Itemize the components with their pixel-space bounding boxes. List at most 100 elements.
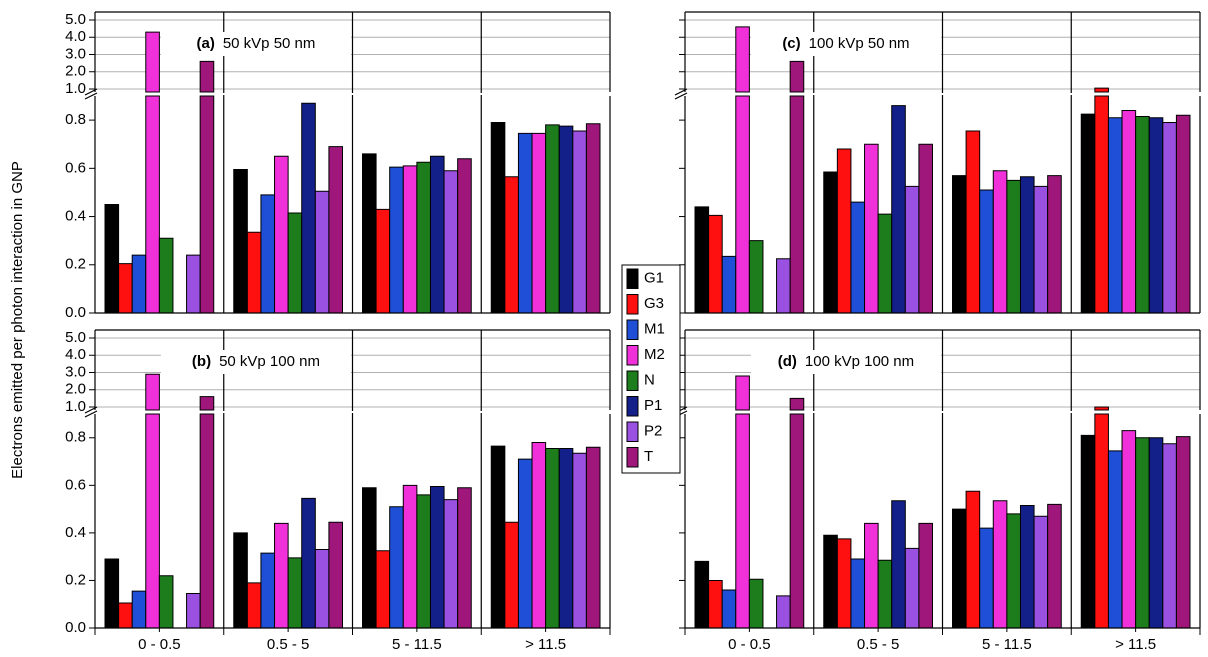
legend-swatch (626, 370, 639, 391)
bar (1080, 434, 1096, 629)
panel-title-text: 50 kVp 50 nm (223, 35, 316, 52)
bar (287, 212, 303, 314)
y-tick-label: 0.0 (65, 619, 86, 636)
bar (517, 132, 533, 314)
bar (1121, 430, 1137, 629)
bar (1006, 513, 1021, 629)
bar (776, 595, 791, 629)
bar (443, 499, 459, 629)
bar (823, 171, 838, 314)
bar (545, 124, 560, 314)
bar (877, 213, 893, 314)
bar (1135, 437, 1150, 629)
bar (287, 557, 303, 629)
bar (585, 123, 601, 314)
bar (721, 255, 737, 314)
legend-swatch (626, 268, 639, 289)
bar (891, 500, 906, 629)
legend-swatch (626, 396, 639, 417)
bar (992, 500, 1008, 629)
bar (1033, 185, 1049, 314)
legend-swatch (626, 294, 639, 315)
bar (1080, 113, 1096, 314)
bar (416, 161, 431, 314)
bar (402, 165, 418, 314)
title-box (160, 32, 351, 56)
bar (301, 497, 316, 629)
legend-label: P2 (644, 423, 662, 440)
bar (246, 231, 262, 314)
panel-title-text: 100 kVp 100 nm (805, 353, 914, 370)
bar (260, 552, 276, 629)
bar (246, 582, 262, 629)
x-tick-label: > 11.5 (1115, 636, 1156, 653)
panel-label: (d) (778, 353, 797, 370)
break-gap (96, 93, 609, 95)
bar (389, 506, 404, 629)
bar (416, 494, 431, 629)
x-tick-label: 5 - 11.5 (392, 636, 442, 653)
bar (558, 125, 574, 314)
break-gap (686, 411, 1199, 413)
bar (721, 589, 737, 629)
bar (490, 122, 506, 314)
bar (375, 208, 391, 314)
bar (362, 487, 377, 629)
bar (748, 240, 764, 314)
y-tick-label: 0.2 (65, 571, 86, 588)
bar (274, 522, 289, 629)
bar (904, 185, 920, 314)
bar (952, 508, 967, 629)
legend-swatch (626, 421, 639, 442)
bar (104, 558, 120, 629)
bar (104, 204, 120, 314)
bar (1006, 179, 1021, 314)
bar (314, 549, 330, 629)
bar (443, 170, 459, 314)
bar (952, 175, 967, 314)
legend-swatch (626, 447, 639, 468)
panel-title: (d) 100 kVp 100 nm (778, 353, 914, 370)
y-tick-label: 5.0 (65, 329, 86, 346)
bar (389, 166, 404, 314)
bar (877, 559, 893, 629)
bar (362, 153, 377, 314)
legend-label: P1 (644, 397, 662, 414)
bar (708, 214, 723, 314)
bar (1019, 176, 1035, 314)
bar (1175, 436, 1191, 629)
bar (1135, 115, 1150, 314)
bar (1019, 505, 1035, 629)
panel-title-text: 50 kVp 100 nm (219, 353, 320, 370)
y-tick-label: 0.6 (65, 159, 86, 176)
y-tick-label: 0.0 (65, 304, 86, 321)
y-tick-label: 0.2 (65, 256, 86, 273)
bar (918, 522, 933, 629)
bar (789, 397, 805, 629)
y-tick-label: 1.0 (65, 80, 86, 97)
bar (1175, 114, 1191, 314)
bar (992, 170, 1008, 314)
y-tick-label: 2.0 (65, 381, 86, 398)
break-mark (84, 88, 98, 96)
y-tick-label: 4.0 (65, 28, 86, 45)
x-tick-label: > 11.5 (525, 636, 566, 653)
bar (1121, 109, 1137, 314)
bar (457, 158, 472, 314)
bar (131, 590, 147, 629)
bar (918, 143, 933, 314)
bar (1162, 122, 1177, 314)
y-tick-label: 3.0 (65, 45, 86, 62)
legend-swatch (626, 345, 639, 366)
bar (823, 534, 838, 629)
bar (314, 190, 330, 314)
y-tick-label: 0.8 (65, 429, 86, 446)
title-box (750, 350, 941, 374)
bar (233, 169, 248, 314)
bar (274, 155, 289, 314)
break-mark (84, 92, 98, 100)
panel-title-text: 100 kVp 50 nm (809, 35, 910, 52)
bar (1107, 117, 1123, 314)
panel-label: (c) (782, 35, 800, 52)
bar (1148, 117, 1164, 314)
